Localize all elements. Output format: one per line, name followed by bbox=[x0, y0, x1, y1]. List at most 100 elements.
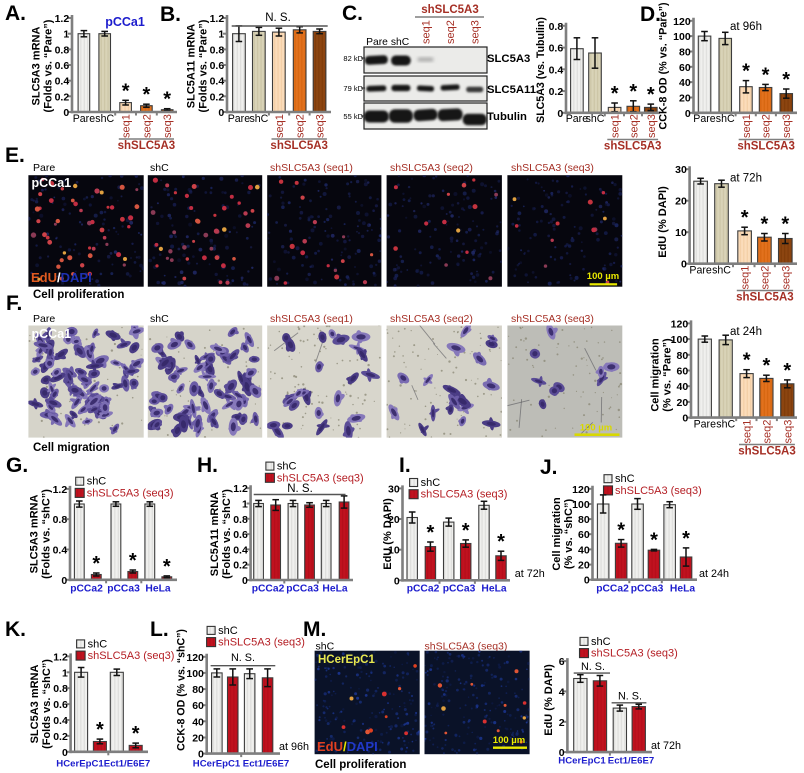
svg-text:SLC5A3: SLC5A3 bbox=[487, 53, 530, 65]
svg-text:*: * bbox=[761, 214, 769, 236]
svg-text:HeLa: HeLa bbox=[481, 584, 506, 595]
svg-text:shSLC5A3 (seq1): shSLC5A3 (seq1) bbox=[270, 162, 353, 174]
svg-text:1: 1 bbox=[218, 29, 224, 41]
svg-text:shC: shC bbox=[716, 419, 735, 431]
svg-text:*: * bbox=[163, 89, 171, 111]
svg-text:*: * bbox=[782, 69, 790, 91]
svg-text:10: 10 bbox=[388, 545, 400, 557]
svg-text:seq1: seq1 bbox=[742, 420, 754, 444]
svg-text:shC: shC bbox=[150, 162, 169, 174]
svg-text:seq3: seq3 bbox=[782, 420, 794, 444]
svg-text:0: 0 bbox=[61, 575, 67, 587]
svg-text:seq2: seq2 bbox=[295, 114, 307, 138]
svg-text:seq1: seq1 bbox=[740, 266, 752, 290]
svg-text:*: * bbox=[682, 528, 690, 550]
svg-text:1.2: 1.2 bbox=[210, 13, 225, 25]
svg-text:0: 0 bbox=[62, 747, 68, 759]
svg-text:*: * bbox=[781, 214, 789, 236]
svg-text:shSLC5A3 (seq3): shSLC5A3 (seq3) bbox=[277, 472, 364, 484]
svg-text:B.: B. bbox=[160, 3, 181, 26]
svg-text:*: * bbox=[92, 553, 100, 575]
svg-text:K.: K. bbox=[5, 618, 26, 641]
svg-text:shC: shC bbox=[615, 473, 635, 485]
svg-text:*: * bbox=[129, 550, 137, 572]
svg-text:seq1: seq1 bbox=[421, 20, 433, 44]
svg-text:*: * bbox=[611, 83, 619, 105]
svg-text:shSLC5A3: shSLC5A3 bbox=[270, 140, 328, 152]
svg-text:L.: L. bbox=[150, 618, 169, 641]
svg-text:shC: shC bbox=[277, 461, 297, 473]
svg-text:(Folds vs. “Pare”): (Folds vs. “Pare”) bbox=[43, 19, 55, 112]
svg-text:Tubulin: Tubulin bbox=[487, 111, 527, 123]
svg-text:D.: D. bbox=[640, 3, 661, 26]
svg-text:0.4: 0.4 bbox=[549, 64, 564, 76]
svg-text:0.2: 0.2 bbox=[55, 91, 70, 103]
svg-text:seq3: seq3 bbox=[646, 114, 658, 138]
svg-text:Cell migration: Cell migration bbox=[33, 442, 110, 454]
svg-text:shC: shC bbox=[316, 641, 335, 653]
svg-text:Cell proliferation: Cell proliferation bbox=[315, 759, 406, 771]
svg-text:(Folds vs. “shC”): (Folds vs. “shC”) bbox=[41, 489, 53, 579]
svg-text:at 96h: at 96h bbox=[730, 21, 762, 33]
svg-text:shSLC5A3: shSLC5A3 bbox=[738, 446, 796, 458]
svg-text:(% vs. “shC”): (% vs. “shC”) bbox=[563, 499, 575, 570]
svg-text:40: 40 bbox=[192, 716, 204, 728]
svg-text:N. S.: N. S. bbox=[581, 661, 605, 673]
svg-text:40: 40 bbox=[578, 544, 590, 556]
svg-text:EdU (% DAPI): EdU (% DAPI) bbox=[657, 186, 669, 258]
svg-text:shC: shC bbox=[391, 37, 410, 48]
svg-text:20: 20 bbox=[388, 514, 400, 526]
svg-text:shC: shC bbox=[712, 265, 731, 277]
svg-text:1.2: 1.2 bbox=[233, 483, 248, 495]
svg-text:0: 0 bbox=[63, 107, 69, 119]
svg-text:A.: A. bbox=[5, 2, 26, 25]
svg-text:0: 0 bbox=[557, 108, 563, 120]
svg-text:55 kD: 55 kD bbox=[343, 112, 363, 121]
svg-text:1: 1 bbox=[62, 667, 68, 679]
svg-text:0: 0 bbox=[681, 259, 687, 271]
svg-text:82 kD: 82 kD bbox=[343, 54, 363, 63]
svg-text:*: * bbox=[763, 355, 771, 377]
svg-text:shSLC5A3: shSLC5A3 bbox=[118, 140, 176, 152]
svg-text:N. S.: N. S. bbox=[265, 12, 291, 24]
svg-text:1: 1 bbox=[242, 499, 248, 511]
svg-text:shSLC5A3: shSLC5A3 bbox=[604, 141, 662, 153]
svg-text:CCK-8 OD (% vs. “Pare”): CCK-8 OD (% vs. “Pare”) bbox=[658, 2, 670, 130]
svg-text:*: * bbox=[132, 723, 140, 745]
svg-text:20: 20 bbox=[578, 560, 590, 572]
svg-text:80: 80 bbox=[677, 350, 689, 362]
svg-text:30: 30 bbox=[675, 164, 687, 176]
svg-text:120: 120 bbox=[671, 318, 689, 330]
svg-text:0.6: 0.6 bbox=[549, 43, 564, 55]
svg-text:Pare: Pare bbox=[33, 162, 55, 174]
svg-text:1.2: 1.2 bbox=[53, 651, 68, 663]
svg-text:seq1: seq1 bbox=[274, 114, 286, 138]
svg-text:60: 60 bbox=[679, 62, 691, 74]
svg-text:pCCa3: pCCa3 bbox=[107, 584, 140, 595]
svg-text:0.6: 0.6 bbox=[53, 699, 68, 711]
svg-text:J.: J. bbox=[540, 456, 558, 479]
svg-text:seq2: seq2 bbox=[628, 114, 640, 138]
svg-text:shC: shC bbox=[716, 113, 735, 125]
svg-text:shSLC5A3: shSLC5A3 bbox=[737, 141, 795, 153]
svg-text:0.8: 0.8 bbox=[549, 21, 564, 33]
svg-text:HCerEpC1: HCerEpC1 bbox=[193, 759, 241, 770]
svg-text:CCK-8 OD (% vs. “shC”): CCK-8 OD (% vs. “shC”) bbox=[176, 629, 188, 751]
svg-text:pCCa3: pCCa3 bbox=[631, 584, 664, 595]
svg-text:C.: C. bbox=[342, 2, 363, 25]
svg-text:SLC5A3 mRNA: SLC5A3 mRNA bbox=[31, 27, 43, 106]
svg-text:*: * bbox=[743, 350, 751, 372]
svg-text:pCCa2: pCCa2 bbox=[596, 584, 629, 595]
svg-text:shC: shC bbox=[586, 113, 605, 125]
svg-text:N. S.: N. S. bbox=[287, 483, 313, 495]
svg-text:1.2: 1.2 bbox=[55, 13, 70, 25]
svg-text:shSLC5A3 (seq2): shSLC5A3 (seq2) bbox=[390, 162, 473, 174]
svg-text:4: 4 bbox=[559, 686, 565, 698]
svg-text:EdU/DAPI: EdU/DAPI bbox=[31, 270, 92, 285]
svg-text:0.8: 0.8 bbox=[233, 514, 248, 526]
svg-text:pCCa3: pCCa3 bbox=[443, 584, 476, 595]
svg-text:0: 0 bbox=[682, 413, 688, 425]
svg-text:Cell migration: Cell migration bbox=[650, 338, 662, 412]
svg-text:shSLC5A3 (seq3): shSLC5A3 (seq3) bbox=[511, 313, 594, 325]
svg-text:seq2: seq2 bbox=[141, 114, 153, 138]
